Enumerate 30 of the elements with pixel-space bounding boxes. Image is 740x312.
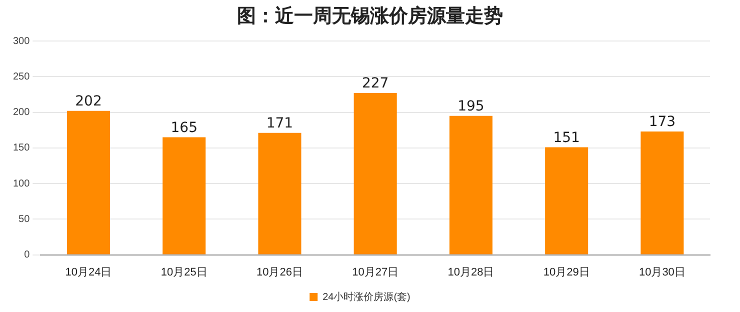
bar	[545, 147, 588, 254]
y-tick-label: 300	[12, 36, 30, 47]
y-tick-label: 100	[12, 178, 30, 190]
y-tick-label: 0	[24, 250, 30, 261]
legend-label: 24小时涨价房源(套)	[322, 290, 410, 303]
bar	[640, 132, 684, 254]
y-tick-label: 50	[18, 214, 30, 225]
bar	[66, 110, 110, 254]
y-tick-label: 200	[12, 107, 30, 118]
x-tick-label: 10月27日	[352, 266, 399, 278]
y-tick-label: 150	[12, 142, 30, 154]
bar	[258, 132, 302, 254]
bar	[354, 93, 397, 254]
x-tick-label: 10月28日	[448, 266, 494, 278]
x-tick-label: 10月30日	[638, 266, 686, 278]
data-label: 227	[362, 76, 389, 92]
x-tick-label: 10月29日	[543, 266, 590, 278]
x-tick-label: 10月24日	[65, 266, 112, 278]
data-label: 195	[458, 98, 484, 114]
bar	[162, 137, 206, 254]
data-label: 151	[553, 130, 580, 146]
y-tick-label: 250	[12, 71, 30, 82]
data-label: 165	[170, 120, 198, 136]
data-label: 171	[266, 116, 294, 132]
x-tick-label: 10月26日	[256, 266, 303, 278]
data-label: 173	[648, 114, 676, 130]
data-label: 202	[75, 93, 102, 110]
chart-title: 图：近一周无锡涨价房源量走势	[236, 4, 504, 29]
x-tick-label: 10月25日	[160, 266, 208, 278]
bar	[449, 116, 492, 254]
